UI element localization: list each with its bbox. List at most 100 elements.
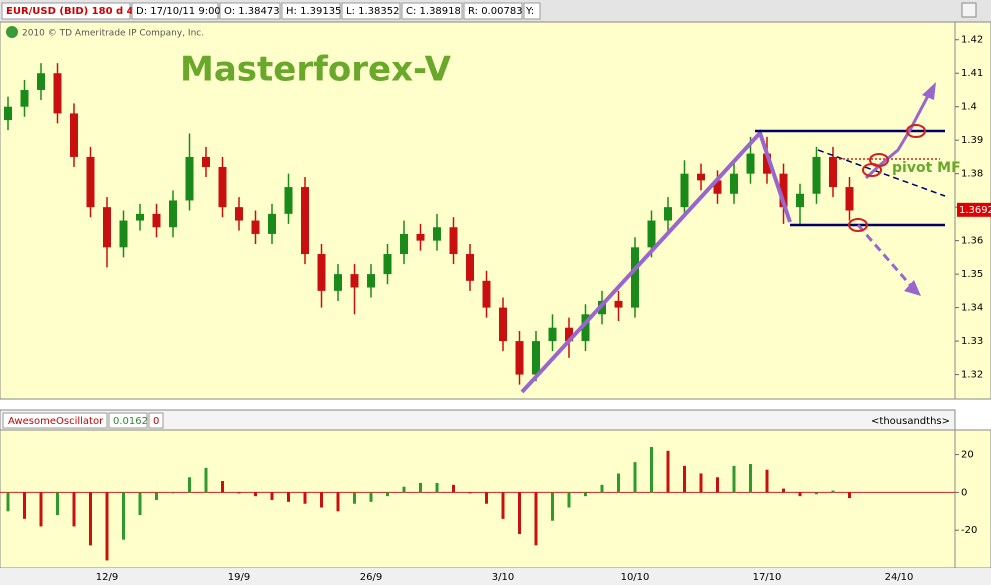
bar — [402, 486, 406, 493]
marker — [862, 163, 882, 177]
bar — [633, 462, 637, 493]
candle-body — [812, 156, 821, 194]
x-tick-label: 24/10 — [885, 572, 914, 583]
candle-body — [20, 89, 29, 107]
bar — [419, 482, 422, 493]
bar — [138, 492, 142, 516]
indicator-value: 0.0162 — [113, 416, 148, 427]
y-tick-label: 1.32 — [961, 370, 983, 381]
marker — [906, 124, 926, 138]
y-tick-label: 1.35 — [961, 269, 983, 280]
candle-body — [746, 153, 755, 174]
bar — [89, 492, 92, 546]
bar — [732, 465, 736, 493]
bar — [39, 492, 43, 527]
candle-body — [301, 187, 309, 255]
bar — [551, 492, 554, 521]
header-box — [108, 412, 148, 429]
candle-body — [647, 220, 656, 248]
candle-body — [367, 274, 375, 288]
y-tick-label: 1.41 — [961, 68, 983, 79]
indicator-signal: 0 — [153, 416, 159, 427]
candle-body — [796, 193, 804, 208]
bar — [617, 473, 620, 493]
candle-body — [400, 233, 408, 255]
last-price-label: 1.3692 — [959, 205, 991, 216]
candle-body — [664, 207, 672, 221]
y-tick-label: 1.33 — [961, 336, 983, 347]
candle-body — [614, 300, 623, 308]
candle-body — [53, 73, 62, 114]
candle-body — [350, 274, 359, 288]
y-tick-label: -20 — [961, 525, 977, 536]
date-axis — [0, 568, 991, 585]
arrow-head — [904, 280, 921, 296]
header-box — [281, 2, 341, 20]
last-price-box — [957, 202, 991, 217]
bar — [204, 467, 208, 493]
bar — [485, 492, 488, 504]
candle-body — [169, 200, 177, 228]
candle-body — [565, 327, 573, 342]
header-date: D: 17/10/11 9:00 — [136, 6, 221, 17]
candle-body — [779, 173, 788, 208]
y-tick-label: 1.38 — [961, 169, 983, 180]
candle-body — [631, 247, 639, 308]
header-box — [341, 2, 401, 20]
y-tick-label: 1.36 — [961, 236, 983, 247]
candle-body — [70, 113, 78, 157]
oscillator-panel — [0, 429, 956, 569]
candle-body — [581, 314, 590, 342]
candle-body — [251, 220, 260, 234]
bar — [600, 484, 604, 493]
x-tick-label: 12/9 — [96, 572, 118, 583]
header-range: R: 0.00783 — [468, 6, 523, 17]
bar — [155, 492, 158, 500]
header-box — [131, 2, 219, 20]
up-arrow — [864, 91, 932, 180]
info-icon[interactable] — [6, 26, 18, 38]
bar — [287, 492, 290, 502]
candle-body — [532, 341, 540, 375]
candle-body — [103, 207, 111, 248]
bar — [518, 492, 521, 534]
candle-body — [136, 213, 144, 221]
bar — [782, 488, 785, 493]
bar — [567, 492, 571, 508]
bar — [468, 492, 472, 494]
header-high: H: 1.39135 — [286, 6, 341, 17]
bar — [6, 492, 10, 512]
bar — [798, 492, 802, 497]
candle-body — [433, 227, 441, 241]
trend-line — [520, 129, 792, 394]
bar — [353, 492, 356, 504]
candle-body — [218, 166, 227, 208]
bar — [369, 492, 373, 502]
candle-body — [845, 187, 854, 211]
bar — [23, 492, 26, 519]
bar — [237, 492, 241, 494]
bar — [171, 492, 175, 494]
bar — [534, 492, 538, 546]
bar — [105, 492, 109, 561]
down-arrow — [856, 224, 914, 288]
y-tick-label: 1.39 — [961, 135, 983, 146]
candle-body — [334, 274, 342, 291]
candle-body — [416, 233, 425, 241]
candle-body — [119, 220, 128, 248]
plot-layer: 1.321.331.341.351.361.371.381.391.41.411… — [0, 35, 991, 583]
candle-body — [548, 327, 557, 342]
bar — [765, 469, 769, 493]
window-button[interactable] — [961, 2, 977, 18]
bar — [56, 492, 59, 516]
trend-dashed — [817, 149, 946, 197]
candle-body — [235, 207, 243, 221]
candle-body — [515, 341, 524, 375]
header-box — [148, 412, 164, 429]
x-tick-label: 19/9 — [228, 572, 250, 583]
candle-body — [829, 156, 837, 188]
bar — [831, 490, 835, 493]
candle-body — [202, 156, 210, 167]
bar — [666, 450, 670, 493]
